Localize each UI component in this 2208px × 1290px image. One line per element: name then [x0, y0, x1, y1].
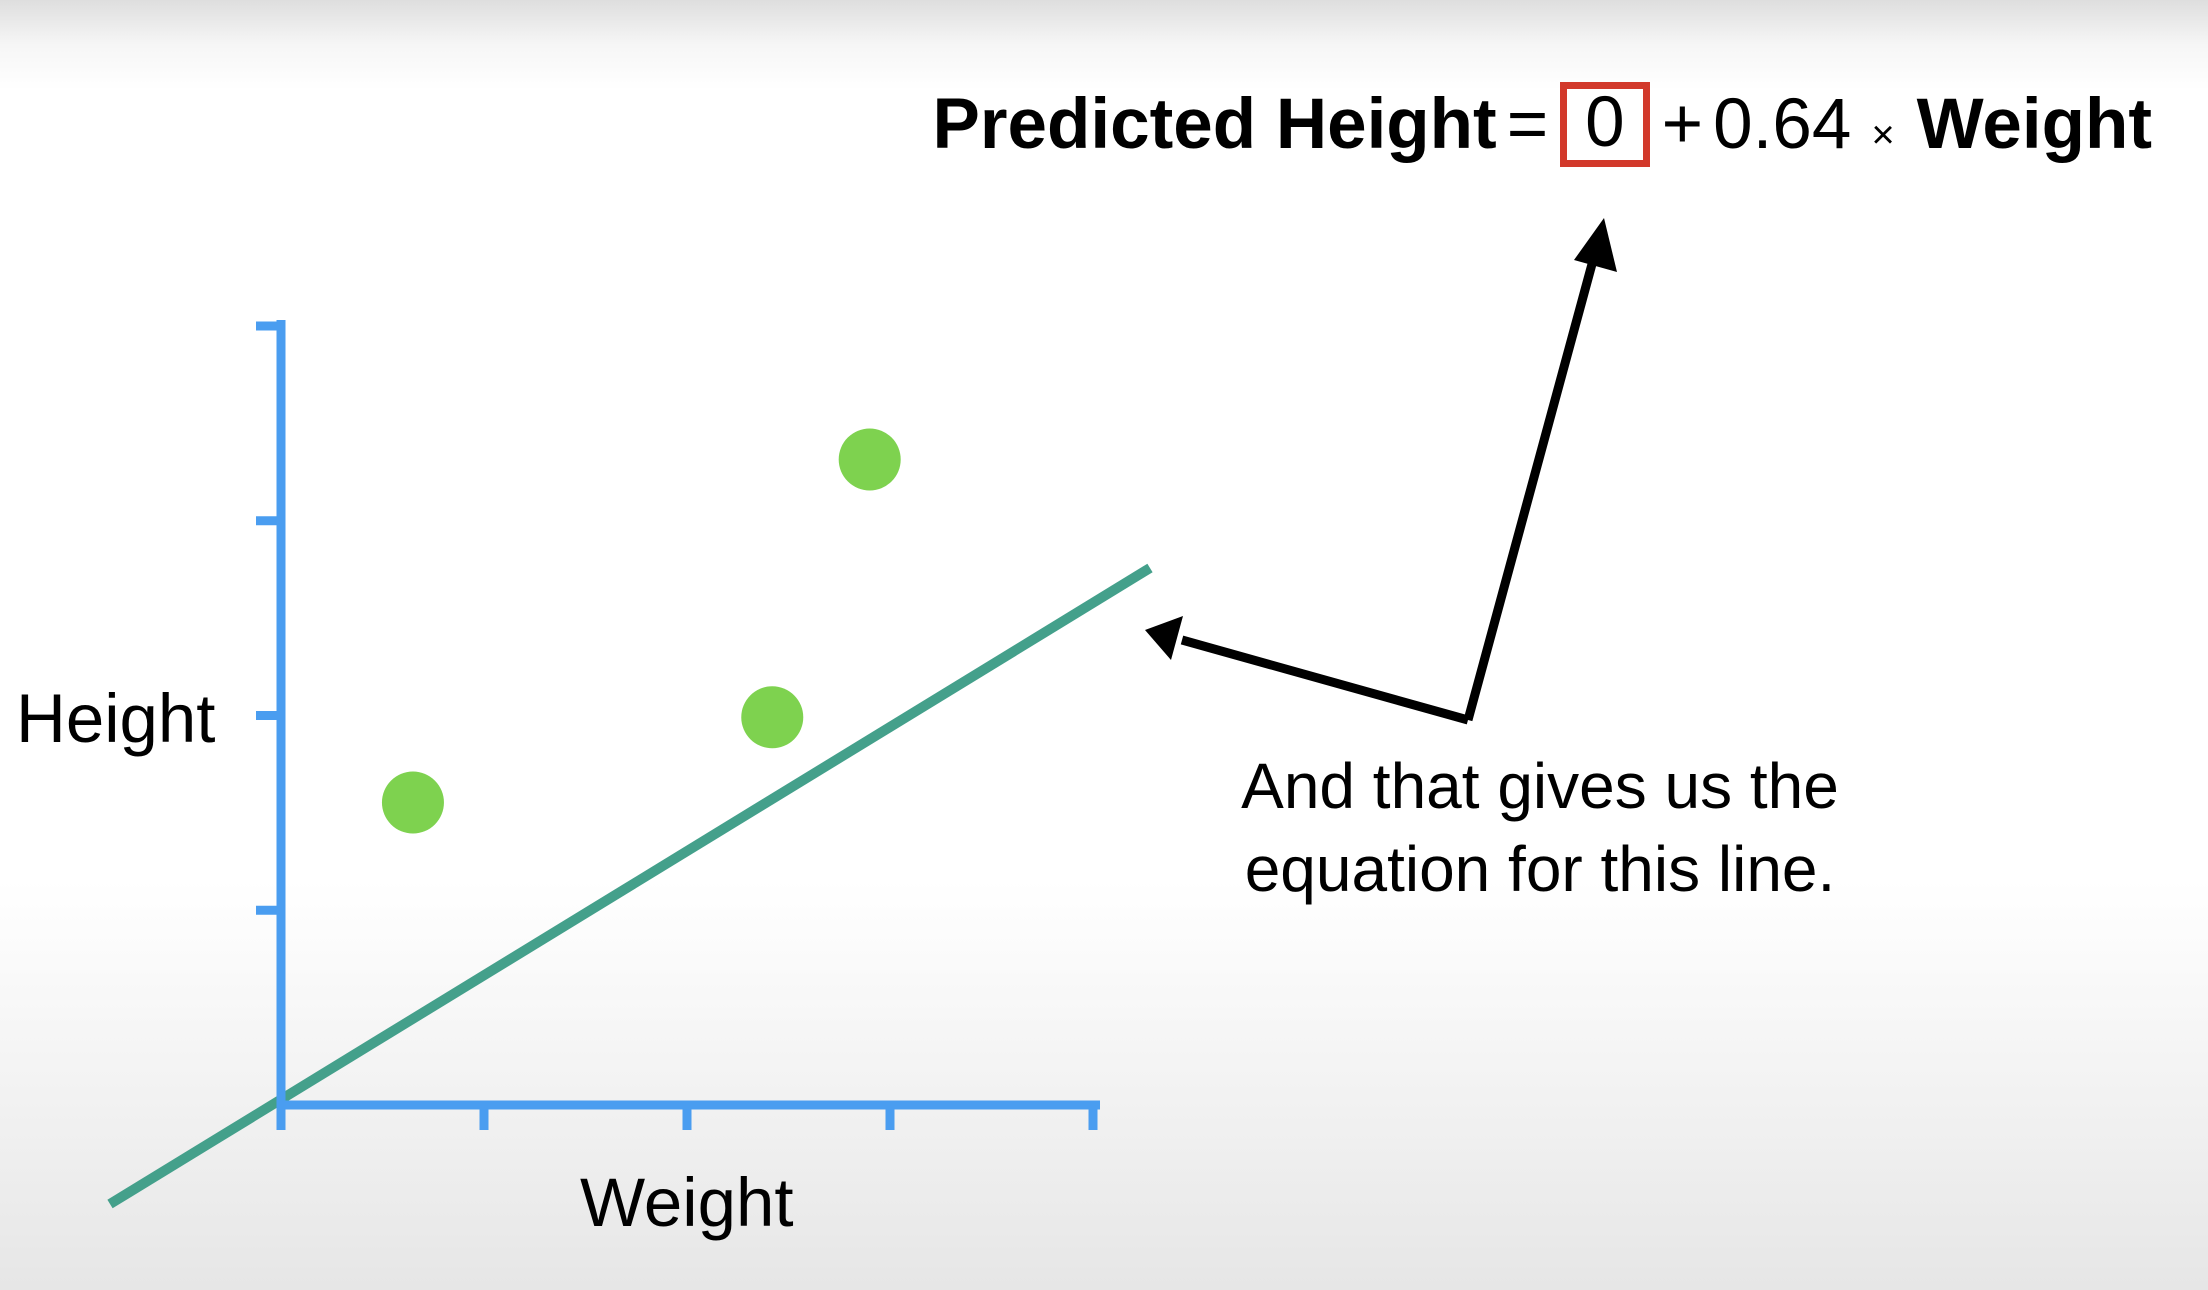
slope-value: 0.64	[1713, 85, 1852, 164]
arrow-to-intercept	[1463, 218, 1617, 722]
data-point	[381, 771, 444, 834]
times-sign: ×	[1871, 113, 1895, 157]
axis-ticks	[256, 321, 1098, 1130]
data-point	[838, 428, 901, 491]
equals-sign: =	[1506, 85, 1549, 164]
equation-lhs: Predicted Height	[932, 85, 1497, 164]
y-axis-label: Height	[16, 680, 216, 757]
data-point	[741, 686, 804, 749]
intercept-highlight-box: 0	[1560, 82, 1650, 167]
x-axis-label: Weight	[580, 1164, 794, 1241]
equation-variable: Weight	[1916, 85, 2152, 164]
intercept-value: 0	[1585, 83, 1625, 162]
data-points	[381, 428, 901, 834]
plus-sign: +	[1661, 85, 1704, 164]
arrow-to-line	[1145, 616, 1470, 725]
annotation-text: And that gives us the equation for this …	[1241, 750, 1839, 906]
regression-equation: Predicted Height = 0 + 0.64 × Weight	[933, 82, 2152, 167]
